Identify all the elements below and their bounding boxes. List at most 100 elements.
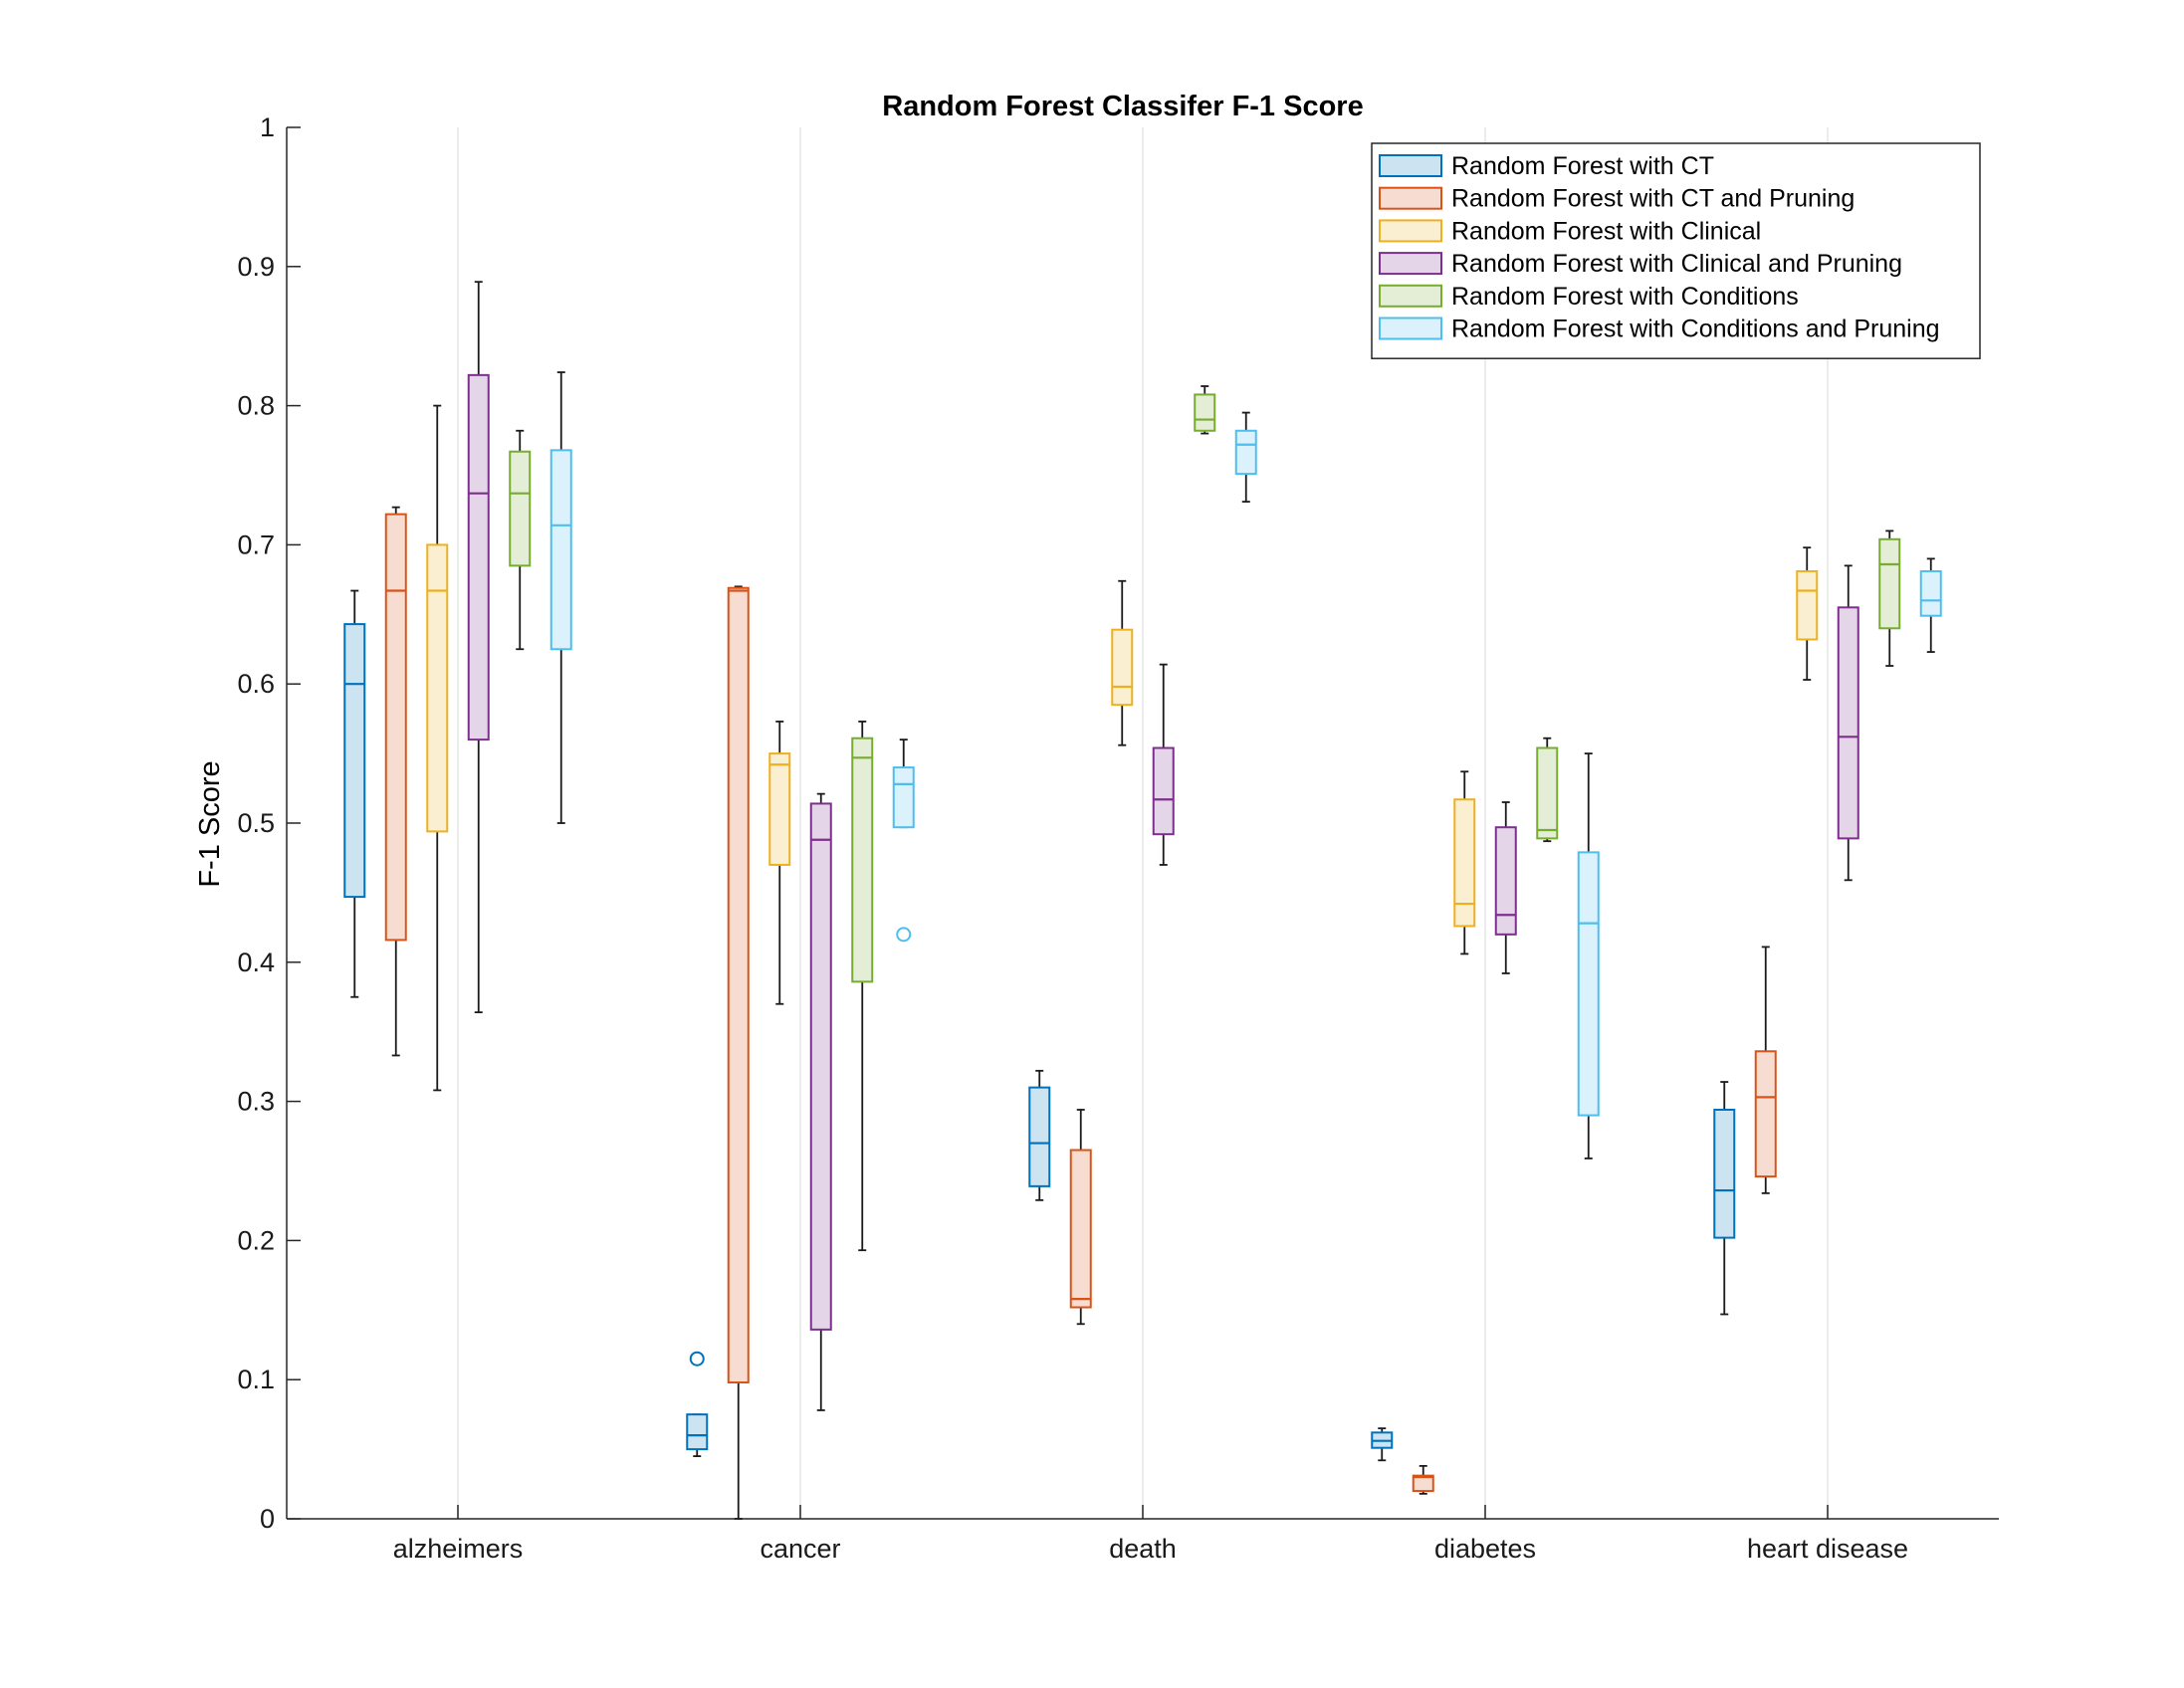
y-tick-label: 1	[260, 112, 275, 142]
legend-item: Random Forest with Conditions and Prunin…	[1379, 316, 1940, 343]
box-4-0	[509, 429, 532, 651]
box-4-3	[1536, 737, 1559, 843]
box-2-4	[1796, 546, 1819, 681]
legend-label: Random Forest with Clinical and Pruning	[1451, 250, 1902, 278]
legend-swatch	[1379, 154, 1442, 177]
box-body	[1796, 569, 1819, 641]
box-0-1	[686, 1351, 709, 1457]
box-body	[1234, 429, 1257, 476]
y-tick-label: 0.1	[237, 1365, 275, 1394]
legend-item: Random Forest with Conditions	[1379, 283, 1799, 311]
x-tick-label: death	[1109, 1534, 1177, 1564]
x-tick-label: alzheimers	[393, 1534, 524, 1564]
legend: Random Forest with CT Random Forest with …	[1371, 142, 1981, 359]
box-1-2	[1069, 1109, 1092, 1326]
box-body	[686, 1413, 709, 1451]
box-body	[1754, 1050, 1777, 1178]
legend-label: Random Forest with CT	[1451, 152, 1714, 180]
box-1-1	[727, 585, 750, 1520]
y-tick-label: 0.5	[237, 808, 275, 838]
box-3-4	[1837, 564, 1859, 882]
box-body	[1494, 826, 1517, 936]
y-tick-label: 0.6	[237, 669, 275, 699]
legend-label: Random Forest with CT and Pruning	[1451, 185, 1855, 213]
y-tick-label: 0.3	[237, 1087, 275, 1117]
box-series	[343, 281, 1942, 1520]
box-body	[1194, 393, 1216, 432]
box-body	[1069, 1149, 1092, 1309]
box-4-2	[1194, 385, 1216, 435]
box-5-2	[1234, 411, 1257, 503]
box-0-4	[1713, 1081, 1736, 1316]
box-body	[727, 586, 750, 1383]
box-body	[1536, 746, 1559, 840]
box-body	[1152, 746, 1175, 836]
box-body	[1111, 628, 1134, 707]
box-5-3	[1577, 752, 1600, 1160]
legend-item: Random Forest with CT and Pruning	[1379, 185, 1855, 213]
box-body	[1577, 851, 1600, 1117]
y-tick-label: 0.2	[237, 1225, 275, 1255]
box-body	[549, 449, 572, 651]
box-body	[1028, 1086, 1051, 1187]
box-body	[1837, 606, 1859, 840]
box-body	[343, 623, 366, 899]
box-4-4	[1878, 529, 1901, 667]
box-3-3	[1494, 801, 1517, 974]
box-body	[809, 802, 832, 1331]
outlier-point	[689, 1351, 705, 1367]
legend-item: Random Forest with Clinical and Pruning	[1379, 250, 1902, 278]
chart-text: Random Forest Classifer F-1 Score F-1 Sc…	[194, 91, 1364, 888]
chart-title: Random Forest Classifer F-1 Score	[882, 91, 1363, 122]
y-tick-label: 0.7	[237, 529, 275, 559]
box-1-4	[1754, 946, 1777, 1194]
box-5-0	[549, 371, 572, 824]
y-tick-label: 0.4	[237, 948, 275, 977]
y-tick-label: 0.8	[237, 391, 275, 421]
x-tick-label: heart disease	[1747, 1534, 1908, 1564]
box-2-2	[1111, 579, 1134, 746]
box-5-4	[1919, 557, 1942, 653]
legend-swatch	[1379, 316, 1442, 340]
box-4-1	[851, 721, 874, 1252]
legend-swatch	[1379, 284, 1442, 308]
box-body	[509, 450, 532, 567]
box-body	[1412, 1474, 1434, 1493]
box-body	[384, 513, 407, 942]
box-body	[1919, 569, 1942, 617]
legend-label: Random Forest with Clinical	[1451, 217, 1761, 245]
legend-item: Random Forest with CT	[1379, 152, 1714, 180]
box-body	[467, 373, 490, 741]
box-5-1	[892, 738, 915, 943]
y-axis-label: F-1 Score	[194, 760, 226, 887]
y-tick-label: 0	[260, 1504, 275, 1534]
y-tick-label: 0.9	[237, 252, 275, 282]
box-3-0	[467, 281, 490, 1014]
box-2-3	[1453, 770, 1476, 955]
box-body	[1713, 1108, 1736, 1239]
box-2-0	[426, 404, 449, 1092]
box-3-1	[809, 792, 832, 1411]
legend-swatch	[1379, 252, 1442, 276]
legend-item: Random Forest with Clinical	[1379, 217, 1761, 245]
box-body	[768, 752, 791, 866]
axes: 0 0.1 0.2 0.3 0.4 0.5 0.6 0.7 0.8 0.9 1 alzheimers c…	[237, 112, 1999, 1564]
box-body	[1453, 798, 1476, 928]
grid-lines	[457, 127, 1829, 1519]
legend-swatch	[1379, 186, 1442, 210]
box-2-1	[768, 721, 791, 1005]
box-0-0	[343, 589, 366, 998]
legend-swatch	[1379, 219, 1442, 243]
box-0-2	[1028, 1069, 1051, 1201]
x-tick-label: cancer	[760, 1534, 840, 1564]
box-body	[1878, 537, 1901, 630]
box-0-3	[1371, 1427, 1394, 1462]
box-body	[426, 543, 449, 833]
box-body	[851, 737, 874, 983]
legend-label: Random Forest with Conditions	[1451, 283, 1799, 311]
x-tick-label: diabetes	[1434, 1534, 1536, 1564]
legend-label: Random Forest with Conditions and Prunin…	[1451, 316, 1940, 343]
legend-box	[1371, 142, 1981, 359]
box-body	[892, 766, 915, 829]
